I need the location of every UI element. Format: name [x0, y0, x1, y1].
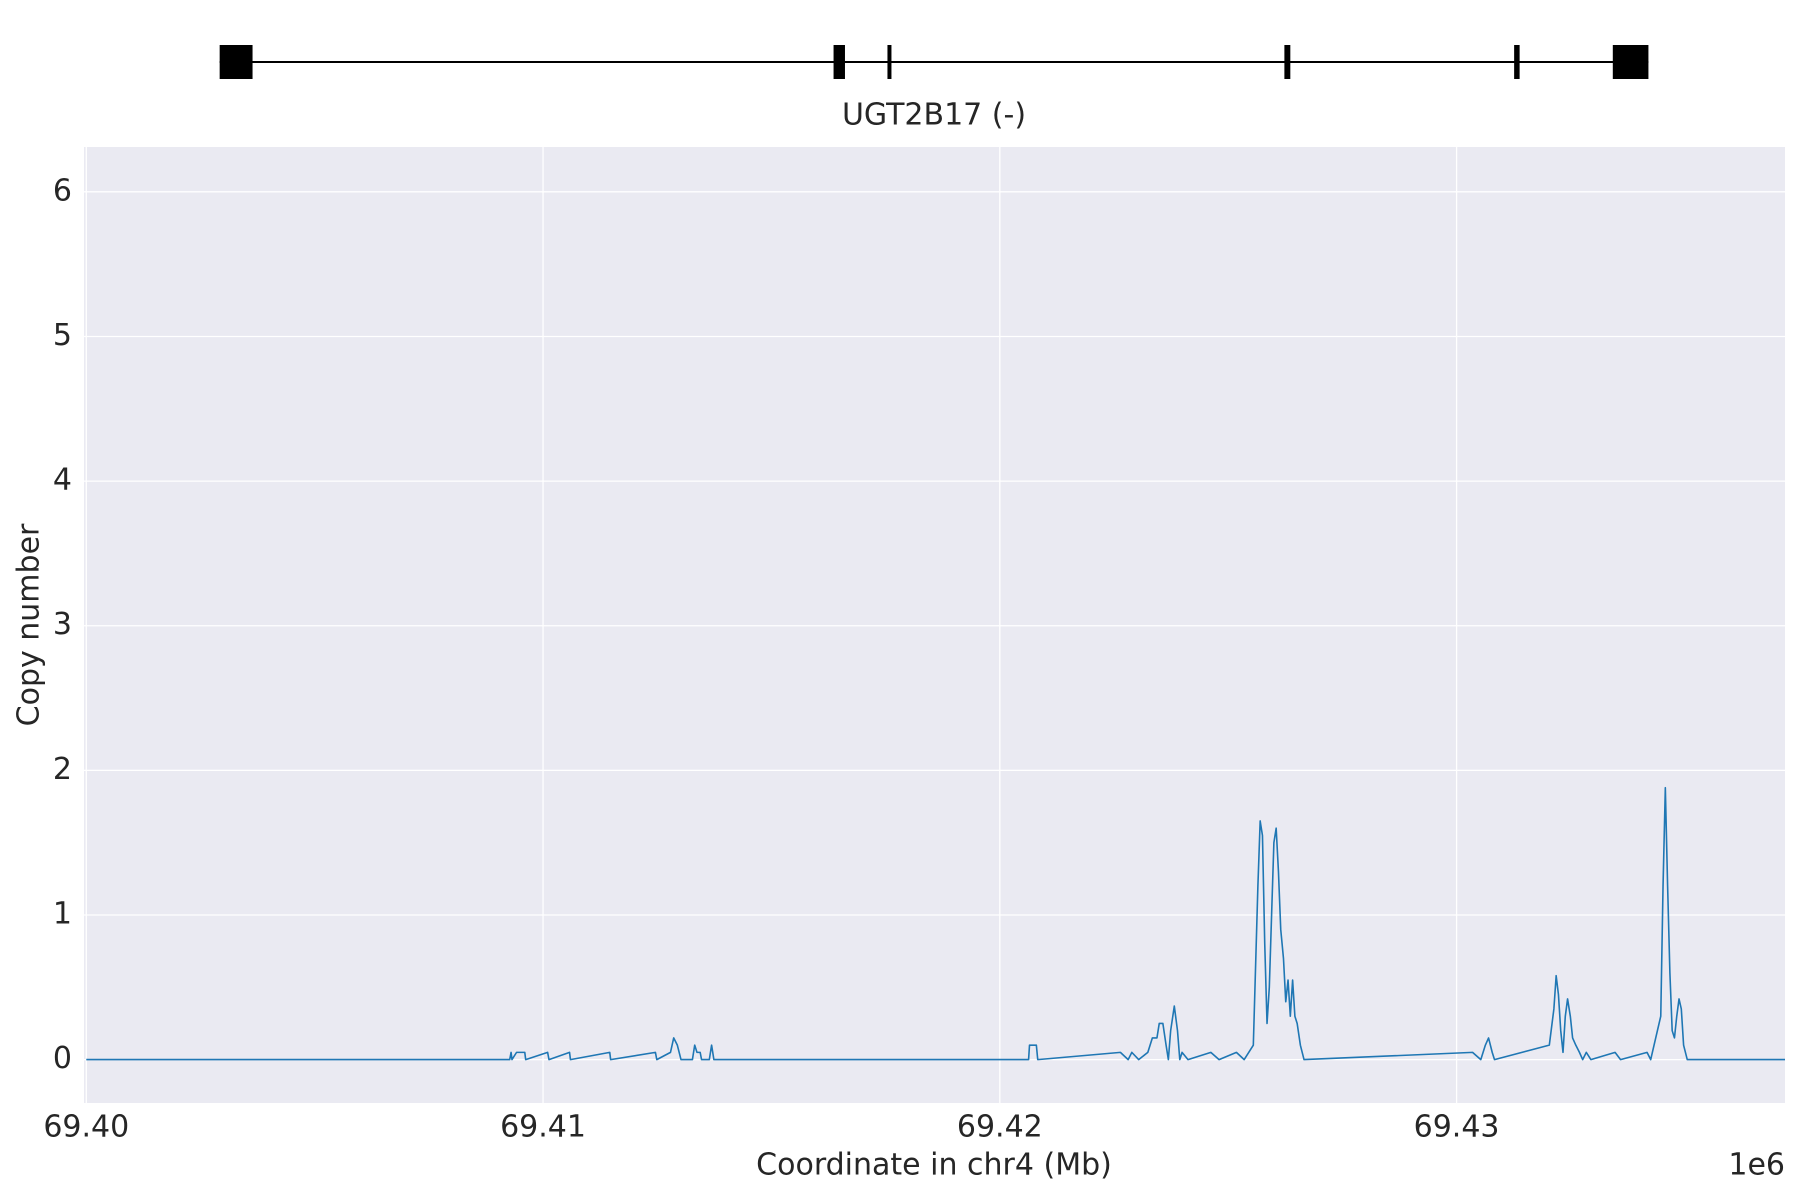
y-tick-label: 2: [53, 752, 72, 787]
gene-exon: [833, 45, 845, 79]
gene-exon: [1284, 45, 1291, 79]
y-tick-label: 6: [53, 173, 72, 208]
gene-exon: [219, 45, 253, 79]
gene-exon: [1514, 45, 1520, 79]
plot-background: [84, 147, 1785, 1103]
gene-exon: [887, 45, 892, 79]
y-tick-label: 4: [53, 463, 72, 498]
x-tick-label: 69.40: [43, 1110, 129, 1145]
y-tick-label: 5: [53, 318, 72, 353]
y-axis-label: Copy number: [12, 523, 47, 726]
copy-number-line: [86, 786, 1785, 1061]
gene-exon: [1612, 45, 1649, 79]
gene-label: UGT2B17 (-): [842, 98, 1026, 133]
x-tick-label: 69.43: [1414, 1110, 1500, 1145]
y-tick-label: 3: [53, 607, 72, 642]
x-tick-label: 69.42: [957, 1110, 1043, 1145]
y-tick-label: 1: [53, 896, 72, 931]
y-tick-label: 0: [53, 1041, 72, 1076]
x-offset-label: 1e6: [1728, 1148, 1785, 1183]
x-axis-label: Coordinate in chr4 (Mb): [756, 1148, 1112, 1183]
x-tick-label: 69.41: [500, 1110, 586, 1145]
